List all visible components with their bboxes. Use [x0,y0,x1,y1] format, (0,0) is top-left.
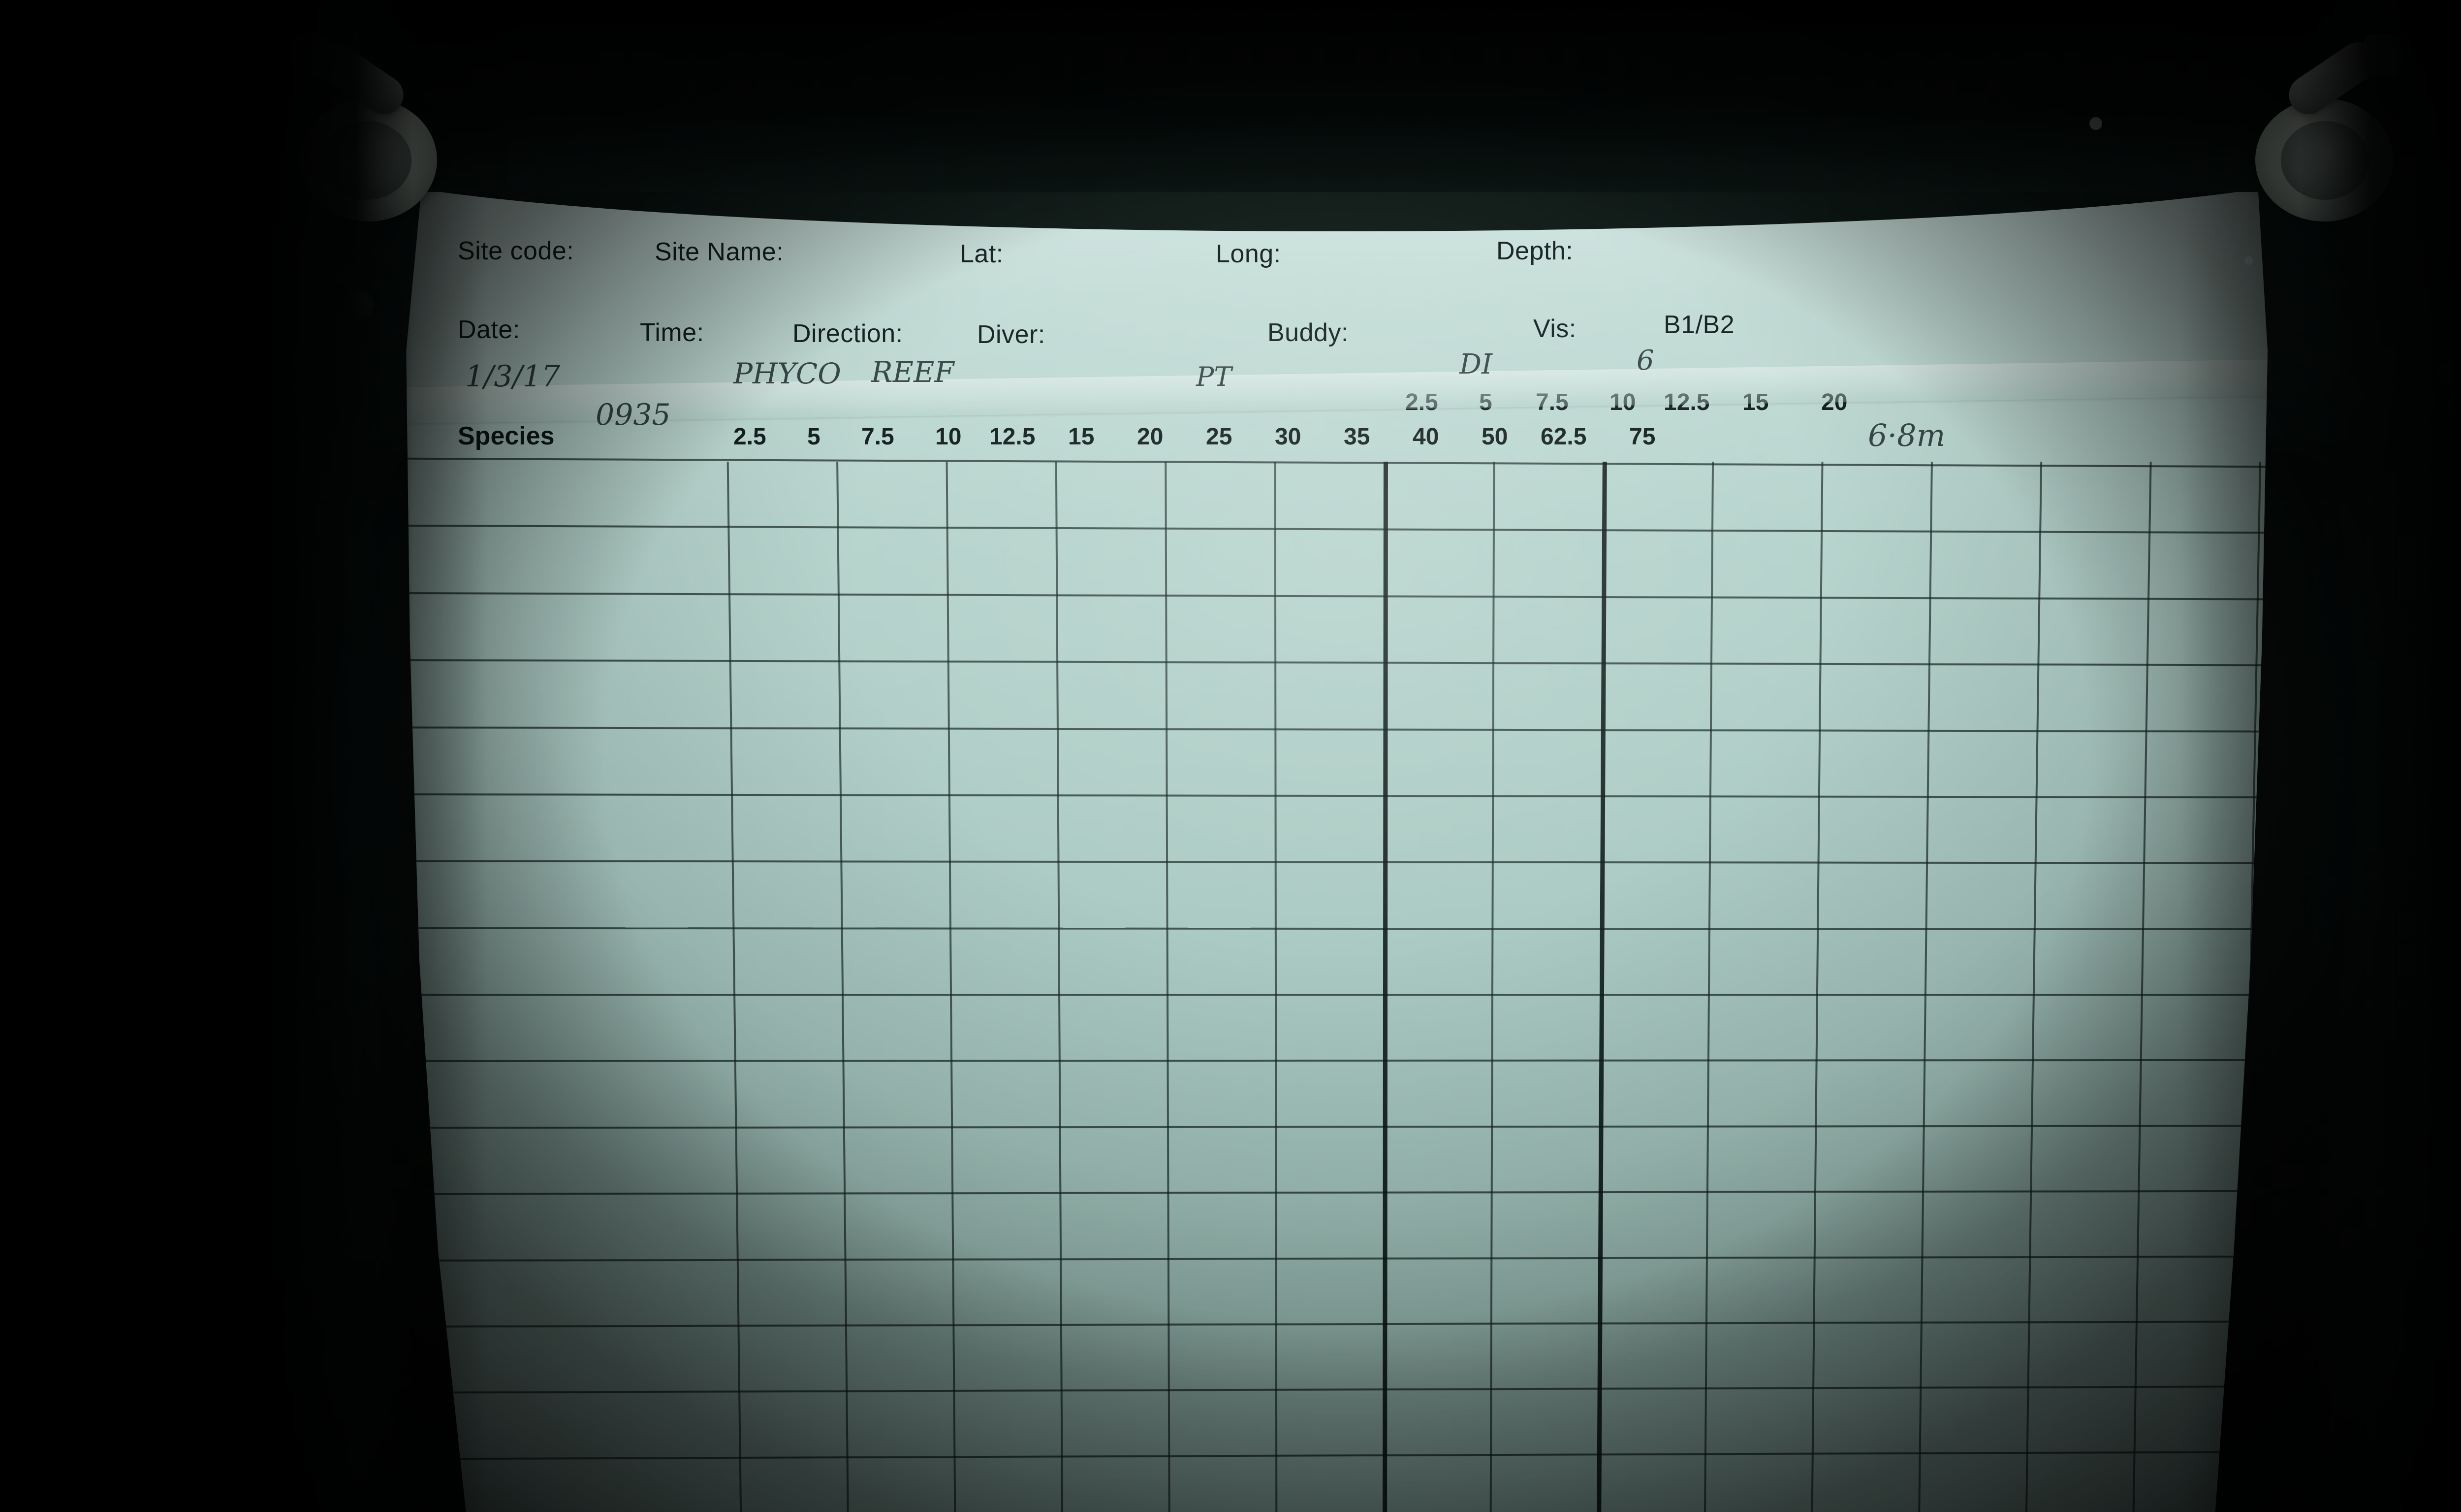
grid-row-line [406,659,2268,666]
grid-row-line [406,1386,2268,1394]
grid-row-line [406,1190,2268,1196]
housing-left-pillar [0,0,413,1512]
scale-lower-9: 35 [1344,424,1370,450]
grid-row-line [406,524,2268,534]
grid-column-line [1055,462,1064,1512]
handwritten-buddy: DI [1459,348,1493,380]
grid-row-line [406,793,2268,799]
scale-lower-7: 25 [1206,424,1232,450]
handwritten-time: 0935 [596,398,671,432]
handwritten-vis: 6 [1637,345,1654,377]
label-b1-b2: B1/B2 [1664,311,1735,339]
grid-column-line [1489,461,1495,1512]
label-direction: Direction: [792,319,903,348]
grid-row-line [406,726,2268,733]
grid-row-line [406,1321,2268,1328]
grid-row-line [406,927,2268,930]
grid-row-line [406,1256,2268,1262]
grid-column-line [1383,461,1388,1512]
paper-right-shading [2180,192,2268,1512]
scale-lower-5: 15 [1068,424,1095,450]
grid-row-line [406,1450,2268,1460]
grid-row-line [406,994,2268,996]
grid-row-line [406,592,2268,600]
handwritten-direction-b: REEF [871,355,954,389]
dust-speck [2244,256,2253,265]
dust-speck [2089,117,2102,130]
grid-column-line [1811,462,1824,1512]
data-grid[interactable] [406,457,2268,1512]
survey-data-sheet: Site code: Site Name: Lat: Long: Depth: … [406,192,2268,1512]
grid-column-line [1704,462,1714,1512]
scale-lower-11: 50 [1482,424,1508,450]
grid-column-line [2025,462,2043,1512]
grid-column-line [1165,461,1170,1512]
housing-right-pillar [2300,0,2461,1512]
grid-column-line [1597,461,1607,1512]
grid-column-line [836,462,849,1512]
scale-lower-3: 10 [935,424,962,450]
scale-lower-4: 12.5 [989,424,1036,450]
grid-column-line [946,462,956,1512]
label-site-name: Site Name: [655,238,784,266]
grid-row-line [406,860,2268,864]
label-lat: Lat: [960,240,1004,268]
scale-lower-1: 5 [807,424,820,450]
grid-column-line [1918,462,1933,1512]
handwritten-depth-note: 6·8m [1868,417,1946,453]
scale-lower-13: 75 [1629,424,1656,450]
grid-row-line [406,1059,2268,1062]
scale-lower-10: 40 [1413,424,1439,450]
sheet-header: Site code: Site Name: Lat: Long: Depth: … [406,192,2268,468]
label-depth: Depth: [1496,237,1574,265]
label-buddy: Buddy: [1267,318,1349,347]
scale-lower-8: 30 [1275,424,1301,450]
grid-column-line [726,462,742,1512]
scale-lower-12: 62.5 [1541,424,1587,450]
label-time: Time: [640,318,704,347]
label-long: Long: [1216,240,1281,268]
grid-column-line [2132,462,2152,1512]
handwritten-diver: PT [1196,361,1232,392]
scale-lower-2: 7.5 [861,424,894,450]
grid-row-line [406,1125,2268,1129]
scale-lower-0: 2.5 [733,424,766,450]
scale-lower-6: 20 [1137,424,1164,450]
handwritten-direction-a: PHYCO [733,357,841,390]
label-diver: Diver: [977,320,1045,349]
label-vis: Vis: [1533,315,1577,343]
grid-column-line [1274,461,1278,1512]
